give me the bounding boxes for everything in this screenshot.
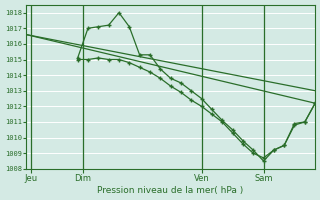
X-axis label: Pression niveau de la mer( hPa ): Pression niveau de la mer( hPa ) bbox=[98, 186, 244, 195]
